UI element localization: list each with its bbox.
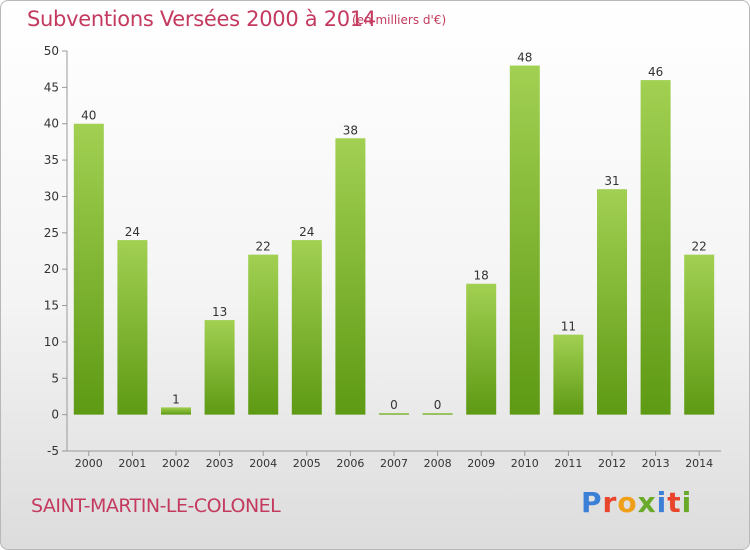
data-label: 24 [125,225,140,239]
x-tick-label: 2001 [118,457,146,470]
data-label: 13 [212,305,227,319]
x-tick-label: 2006 [336,457,364,470]
brand-letter: r [602,486,618,519]
x-tick-label: 2000 [75,457,103,470]
bar [684,254,715,415]
x-tick-label: 2008 [424,457,452,470]
x-tick-label: 2005 [293,457,321,470]
bar [466,283,497,415]
bar [117,240,148,415]
data-label: 24 [299,225,314,239]
bar [73,123,104,415]
x-tick-label: 2002 [162,457,190,470]
brand-logo[interactable]: Proxiti [581,486,692,519]
x-tick-label: 2004 [249,457,277,470]
data-label: 18 [474,269,489,283]
data-label: 11 [561,320,576,334]
x-tick-label: 2003 [206,457,234,470]
brand-letter: o [617,486,638,519]
x-tick-label: 2010 [511,457,539,470]
data-label: 48 [517,51,532,65]
y-tick-label: -5 [47,444,59,458]
data-label: 31 [604,174,619,188]
y-tick-label: 10 [44,335,59,349]
y-tick-label: 25 [44,226,59,240]
chart-title: Subventions Versées 2000 à 2014 [27,7,376,31]
bars [73,65,715,415]
x-tick-label: 2014 [685,457,713,470]
unit-label: (en milliers d'€) [352,13,447,27]
data-label: 46 [648,65,663,79]
y-tick-label: 35 [44,153,59,167]
y-tick-label: 20 [44,262,59,276]
x-tick-label: 2009 [467,457,495,470]
bar [553,334,584,415]
bar [640,80,671,415]
data-labels: 40 24 1 13 22 24 38 0 0 18 48 11 31 46 22 [81,51,707,413]
bar [422,413,453,415]
data-label: 22 [692,240,707,254]
bar [291,240,322,415]
x-tick-label: 2012 [598,457,626,470]
data-label: 0 [390,398,398,412]
data-label: 40 [81,109,96,123]
brand-letter: i [681,486,693,519]
brand-letter: P [581,486,603,519]
commune-name: SAINT-MARTIN-LE-COLONEL [31,495,281,517]
x-tick-label: 2011 [554,457,582,470]
bar [509,65,540,415]
y-tick-label: 15 [44,299,59,313]
y-tick-label: 50 [44,44,59,58]
brand-letter: t [667,486,682,519]
x-tick-label: 2007 [380,457,408,470]
x-tick-label: 2013 [642,457,670,470]
brand-letter: x [637,486,657,519]
y-tick-label: 40 [44,117,59,131]
bar [204,320,235,415]
y-tick-label: 5 [51,371,59,385]
bar [335,138,366,415]
y-tick-label: 45 [44,80,59,94]
data-label: 38 [343,123,358,137]
data-label: 0 [434,398,442,412]
bar [597,189,627,415]
data-label: 1 [172,392,180,406]
bar [379,413,409,415]
y-tick-label: 0 [51,408,59,422]
data-label: 22 [256,240,271,254]
bar [248,254,279,415]
bar [161,407,191,415]
brand-letter: i [656,486,668,519]
y-tick-label: 30 [44,189,59,203]
